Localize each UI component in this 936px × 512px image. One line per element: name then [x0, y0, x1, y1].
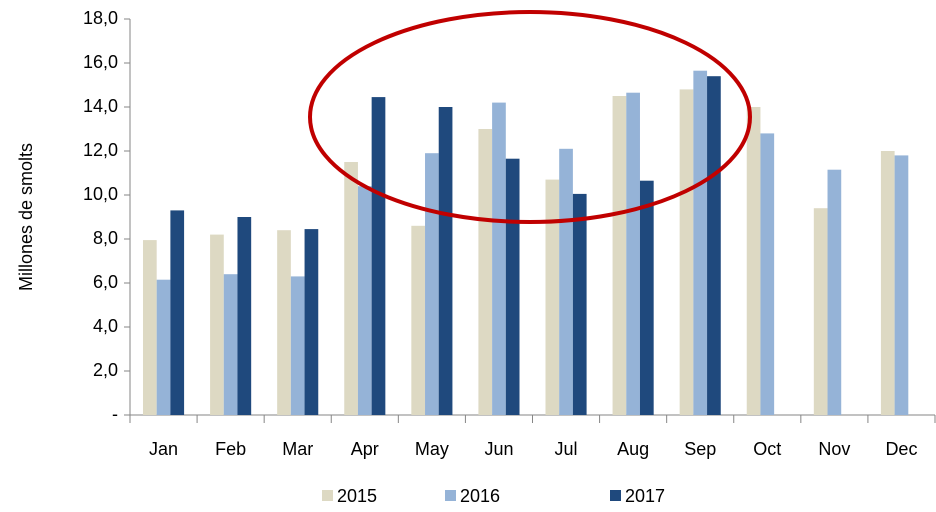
bar: [277, 230, 291, 415]
bar: [344, 162, 358, 415]
x-tick-label: Oct: [753, 439, 781, 459]
bar: [371, 97, 386, 415]
x-tick-label: Jun: [484, 439, 513, 459]
legend-swatch: [445, 490, 456, 501]
bar: [425, 153, 439, 415]
y-tick-label: 8,0: [93, 228, 118, 248]
bar: [142, 240, 157, 415]
bar: [411, 225, 426, 415]
bar: [545, 179, 560, 415]
bar: [492, 102, 506, 415]
y-tick-label: -: [112, 404, 118, 424]
bar: [505, 158, 520, 415]
bar: [170, 210, 185, 415]
bar: [894, 155, 909, 415]
x-tick-label: Mar: [282, 439, 313, 459]
bar: [760, 133, 775, 415]
bar: [693, 70, 708, 415]
y-tick-label: 10,0: [83, 184, 118, 204]
y-tick-label: 12,0: [83, 140, 118, 160]
x-tick-label: Nov: [818, 439, 850, 459]
bar: [223, 274, 238, 415]
bar: [559, 148, 573, 416]
legend-swatch: [322, 490, 333, 501]
bar: [626, 92, 640, 415]
legend-label: 2017: [625, 486, 665, 506]
bar: [827, 169, 842, 415]
y-axis-label: Millones de smolts: [16, 143, 36, 291]
x-tick-label: Apr: [351, 439, 379, 459]
y-tick-label: 18,0: [83, 8, 118, 28]
legend-label: 2015: [337, 486, 377, 506]
bar: [679, 89, 694, 416]
bar: [290, 276, 305, 415]
bar: [746, 107, 761, 415]
x-tick-label: Aug: [617, 439, 649, 459]
bar: [210, 234, 224, 415]
bar: [639, 180, 654, 415]
bar: [612, 96, 627, 415]
bar: [304, 229, 319, 415]
y-tick-label: 14,0: [83, 96, 118, 116]
legend-label: 2016: [460, 486, 500, 506]
bar: [478, 129, 493, 415]
y-tick-label: 4,0: [93, 316, 118, 336]
bar: [813, 208, 828, 415]
y-tick-label: 16,0: [83, 52, 118, 72]
bar: [237, 217, 252, 415]
x-tick-label: Feb: [215, 439, 246, 459]
x-tick-label: Jul: [555, 439, 578, 459]
bar: [156, 279, 171, 415]
y-tick-label: 2,0: [93, 360, 118, 380]
x-tick-label: Sep: [684, 439, 716, 459]
bar: [880, 151, 895, 415]
bar: [357, 186, 372, 415]
y-tick-label: 6,0: [93, 272, 118, 292]
bar: [572, 193, 587, 415]
highlight-ellipse: [308, 10, 752, 224]
bar: [707, 76, 721, 415]
bar: [438, 107, 453, 415]
x-tick-label: Dec: [885, 439, 917, 459]
x-tick-label: May: [415, 439, 449, 459]
legend-swatch: [610, 490, 621, 501]
x-tick-label: Jan: [149, 439, 178, 459]
